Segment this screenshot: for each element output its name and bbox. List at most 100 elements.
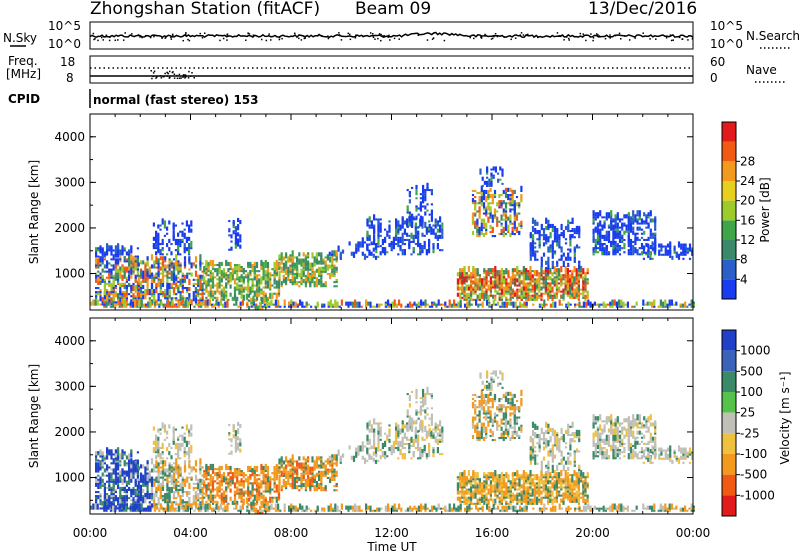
noise-dot <box>298 37 300 40</box>
power-cell <box>97 270 100 273</box>
power-cell <box>236 270 239 273</box>
velocity-cell <box>406 422 409 425</box>
power-cell <box>513 200 516 203</box>
power-cell <box>640 247 644 250</box>
power-cell <box>251 280 254 285</box>
power-cell <box>476 294 479 299</box>
power-cell <box>136 247 139 250</box>
power-cell <box>199 260 202 265</box>
noise-dot <box>94 38 96 40</box>
velocity-cell <box>298 476 301 481</box>
velocity-cell <box>426 413 429 416</box>
power-cell <box>224 301 227 306</box>
velocity-cell <box>181 488 184 493</box>
power-cell <box>203 280 206 285</box>
power-cell <box>489 294 492 297</box>
nave-tick-bottom: 0 <box>710 71 718 85</box>
power-cell <box>485 189 488 194</box>
power-cell <box>480 189 483 197</box>
power-cell <box>188 236 191 241</box>
power-cell <box>326 254 329 259</box>
power-cell <box>142 293 145 300</box>
power-cell <box>471 216 475 223</box>
power-cell <box>216 272 219 277</box>
power-cell <box>117 280 120 283</box>
power-cell <box>185 220 188 227</box>
velocity-cell <box>119 486 122 491</box>
power-cell <box>172 230 175 237</box>
power-cell <box>487 208 490 211</box>
power-cell <box>99 262 102 265</box>
power-cell <box>605 230 608 237</box>
velocity-cell <box>159 482 162 485</box>
velocity-cell <box>130 503 133 506</box>
power-cell <box>309 268 312 271</box>
power-cell <box>527 270 530 273</box>
power-cell <box>139 280 143 287</box>
power-cell <box>614 226 617 231</box>
power-cell <box>233 264 237 267</box>
velocity-cell <box>419 401 422 404</box>
power-cell <box>533 290 536 293</box>
power-cell <box>123 291 126 294</box>
power-cell <box>190 303 193 306</box>
power-cell <box>533 292 536 295</box>
power-cell <box>411 303 414 308</box>
velocity-cell <box>370 430 373 433</box>
power-cell <box>518 274 521 279</box>
power-cell <box>335 270 338 273</box>
power-cell <box>97 255 100 258</box>
noise-dot <box>354 37 357 39</box>
velocity-cell <box>134 478 137 483</box>
velocity-cell <box>244 474 248 477</box>
power-cell <box>483 180 486 185</box>
power-cell <box>623 238 626 241</box>
power-cell <box>538 274 541 279</box>
noise-dot <box>294 32 296 35</box>
power-cell <box>618 230 622 233</box>
velocity-cell <box>130 499 133 502</box>
power-cell <box>651 241 654 248</box>
power-cell <box>203 288 206 291</box>
power-cell <box>107 301 110 306</box>
power-cell <box>398 299 401 306</box>
power-cell <box>121 274 124 281</box>
power-cell <box>292 301 295 306</box>
power-cell <box>571 272 574 279</box>
power-cell <box>578 264 581 267</box>
power-cell <box>497 178 500 183</box>
velocity-cell <box>168 462 171 465</box>
power-cell <box>177 238 180 246</box>
power-cell <box>123 270 126 273</box>
power-cell <box>175 293 178 296</box>
power-cell <box>236 266 239 271</box>
power-cell <box>175 305 178 308</box>
power-cell <box>651 218 655 223</box>
power-cell <box>529 266 532 273</box>
noise-dot <box>265 39 268 42</box>
power-cell <box>542 236 546 239</box>
velocity-cell <box>164 470 167 475</box>
velocity-cell <box>377 438 380 443</box>
power-cell <box>205 270 208 273</box>
power-cell <box>233 286 237 291</box>
power-cell <box>612 243 615 250</box>
power-cell <box>498 270 501 275</box>
velocity-cell <box>315 487 318 492</box>
power-cell <box>417 253 420 256</box>
power-cell <box>355 247 358 254</box>
power-cell <box>467 266 470 273</box>
power-cell <box>152 222 155 227</box>
noise-dot <box>669 34 672 36</box>
power-cell <box>542 292 545 295</box>
power-cell <box>500 200 503 203</box>
power-cell <box>487 189 490 194</box>
power-cell <box>252 301 255 304</box>
power-cell <box>95 247 98 252</box>
velocity-cell <box>95 457 98 462</box>
power-cell <box>424 189 427 194</box>
power-ylabel: Slant Range [km] <box>27 160 41 264</box>
power-cell <box>247 290 250 293</box>
power-cell <box>233 270 237 275</box>
power-cell <box>311 270 314 273</box>
